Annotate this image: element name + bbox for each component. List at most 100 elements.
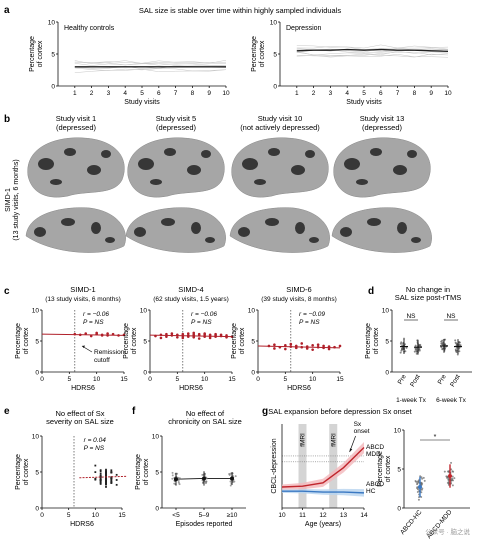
panel-b-brain-lateral-4-sal-region: [407, 150, 417, 158]
panel-label-g: g: [262, 406, 268, 417]
panel-b-brain-medial-3-sal-region: [265, 218, 279, 226]
panel-a-left-individual-line: [74, 61, 227, 66]
panel-f-title: No effect of: [186, 409, 225, 418]
panel-label-e: e: [4, 406, 10, 417]
panel-c-simd-6-xtick-label: 10: [309, 376, 317, 383]
panel-c-simd-1-subtitle: (13 study visits, 6 months): [45, 296, 121, 303]
panel-f-ytick-label: 10: [152, 433, 160, 440]
panel-c-simd-4-point: [170, 332, 174, 335]
panel-c-simd-1-xtick-label: 0: [40, 376, 44, 383]
panel-c-simd-6-point: [311, 348, 314, 351]
panel-c-simd-1-title: SIMD-1: [70, 285, 95, 294]
panel-c-simd-4-point: [192, 331, 196, 335]
panel-g-right-point: [447, 480, 450, 483]
panel-d-point: [415, 352, 418, 355]
panel-c-simd-4-xlabel: HDRS6: [179, 385, 203, 392]
panel-b-brain-lateral-2-sal-region: [138, 158, 154, 170]
panel-g-left-fmri-band: [329, 424, 338, 508]
panel-c-simd-6-fit-line: [257, 345, 341, 349]
panel-g-left-hc-label: ABCD: [366, 481, 384, 488]
panel-c-simd-1-point: [95, 331, 98, 335]
panel-g-right-xtick-label: ABCD-HC: [399, 509, 424, 536]
panel-c-simd-4-point: [181, 336, 185, 340]
panel-d-group-label: 6-week Tx: [436, 397, 467, 404]
panel-f-ylabel-line: Percentage: [135, 454, 142, 490]
panel-b-visit-title: Study visit 10: [258, 114, 303, 123]
panel-g-right-point: [416, 491, 419, 494]
panel-b-brain-lateral-4-sal-region: [370, 148, 382, 156]
panel-b-brain-lateral-4-sal-region: [356, 179, 368, 185]
panel-c-simd-1-p: P = NS: [83, 319, 104, 326]
panel-g-left-xtick-label: 14: [360, 512, 368, 519]
panel-a-right-individual-line: [296, 45, 449, 50]
panel-e-point: [110, 478, 113, 481]
panel-b-visit-subtitle: (depressed): [56, 123, 97, 132]
panel-a-right-xtick-label: 5: [362, 90, 366, 97]
panel-a-left-individual-line: [74, 68, 227, 73]
panel-b-brain-medial-1-sal-region: [91, 222, 101, 234]
panel-c-simd-6-p: P = NS: [299, 319, 320, 326]
panel-b-side-label-line: (13 study visits, 6 months): [13, 159, 20, 240]
panel-a-left-ytick-label: 0: [51, 83, 55, 90]
panel-e-point: [110, 477, 113, 480]
panel-e-point: [105, 480, 107, 482]
panel-c-simd-4-point: [176, 335, 179, 339]
panel-b-brain-lateral-3-sal-region: [242, 158, 258, 170]
panel-f-ylabel-line: of cortex: [143, 458, 150, 485]
panel-c-simd-6-point: [316, 343, 320, 347]
panel-c-simd-4-point: [181, 332, 185, 336]
panel-c-simd-4-ylabel-line: Percentage: [123, 323, 130, 359]
panel-c-simd-1-ylabel: Percentage of cortex: [15, 323, 30, 359]
panel-f-title: chronicity on SAL size: [168, 417, 242, 426]
panel-e-ylabel-line: of cortex: [23, 458, 30, 485]
panel-label-d: d: [368, 286, 374, 297]
panel-b-brain-medial-2-sal-region: [161, 218, 175, 226]
panel-a-left-individual-line: [74, 65, 227, 69]
panel-a-right-group-label: Depression: [286, 25, 322, 32]
panel-f-point: [171, 477, 174, 480]
panel-g-right-point: [421, 487, 424, 490]
panel-f-xlabel: Episodes reported: [176, 521, 233, 528]
panel-e-point: [94, 464, 97, 467]
panel-b-brain-medial-4-sal-region: [397, 222, 407, 234]
panel-b-visit-subtitle: (depressed): [156, 123, 197, 132]
panel-g-title: SAL expansion before depression Sx onset: [268, 407, 412, 416]
panel-c-simd-1-point: [84, 332, 88, 335]
panel-c-simd-4-point: [165, 335, 168, 338]
panel-d-point: [440, 340, 443, 343]
panel-g-left-ylabel-line: CBCL-depression: [271, 438, 278, 493]
panel-c-simd-4-title: SIMD-4: [178, 285, 203, 294]
panel-c-simd-6-xtick-label: 15: [336, 376, 344, 383]
panel-e-point: [115, 473, 118, 476]
panel-g-right-point: [421, 482, 424, 485]
panel-b-visit-subtitle: (not actively depressed): [240, 123, 320, 132]
panel-a-left-individual-line: [74, 60, 227, 65]
panel-g-right-ylabel: Percentage of cortex: [377, 451, 392, 487]
panel-g-right-xtick-text: ABCD-HC: [399, 509, 424, 536]
panel-c-simd-6-r: r = −0.09: [299, 311, 325, 318]
panel-c-simd-6-point: [284, 347, 287, 351]
panel-b-brain-medial-4-cortex: [331, 207, 432, 253]
panel-g-right-point: [417, 498, 420, 501]
panel-a-left-ylabel: Percentage of cortex: [29, 36, 44, 72]
panel-f-point: [229, 484, 232, 487]
panel-a-left-xtick-label: 3: [107, 90, 111, 97]
panel-g-right-ytick-label: 0: [397, 505, 401, 512]
panel-c-simd-6-subtitle: (39 study visits, 8 months): [261, 296, 337, 303]
panel-e-point: [105, 483, 107, 486]
panel-e-point: [99, 472, 102, 475]
panel-a-right-ylabel-line: of cortex: [259, 40, 266, 67]
panel-a-right-mean-line: [296, 48, 449, 53]
panel-c-simd-1-r: r = −0.06: [83, 311, 109, 318]
panel-c-simd-6-ytick-label: 5: [251, 338, 255, 345]
panel-g-left-sx-onset: Sx: [354, 421, 362, 428]
panel-d-point: [418, 348, 421, 351]
panel-g-left-mdd-label: MDD: [366, 451, 381, 458]
panel-a-left-xtick-label: 10: [222, 90, 230, 97]
panel-c-simd-6-ylabel: Percentage of cortex: [231, 323, 246, 359]
panel-e-ytick-label: 0: [35, 505, 39, 512]
panel-c-simd-1-fit-line: [41, 333, 125, 336]
panel-c-simd-6-point: [322, 344, 325, 348]
panel-e-point: [105, 477, 107, 480]
